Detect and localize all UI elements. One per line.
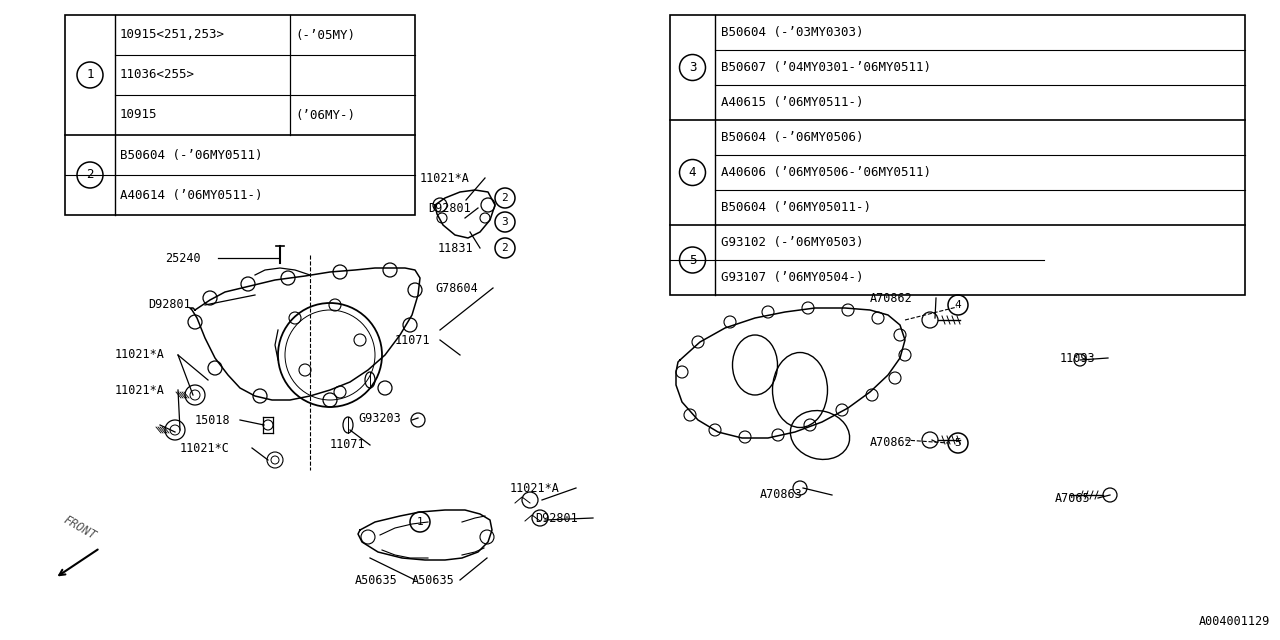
Text: B50604 (-’06MY0506): B50604 (-’06MY0506) bbox=[721, 131, 864, 144]
Text: 11071: 11071 bbox=[396, 333, 430, 346]
Text: 15018: 15018 bbox=[195, 413, 230, 426]
Text: 3: 3 bbox=[502, 217, 508, 227]
Text: FRONT: FRONT bbox=[61, 513, 99, 542]
Text: 11831: 11831 bbox=[438, 241, 474, 255]
Text: 10915: 10915 bbox=[120, 109, 157, 122]
Text: 1: 1 bbox=[416, 517, 424, 527]
Text: 11021*A: 11021*A bbox=[420, 172, 470, 184]
Text: A40615 (’06MY0511-): A40615 (’06MY0511-) bbox=[721, 96, 864, 109]
Text: 11021*A: 11021*A bbox=[115, 349, 165, 362]
Text: 11021*A: 11021*A bbox=[509, 481, 559, 495]
Text: 3: 3 bbox=[689, 61, 696, 74]
Text: 2: 2 bbox=[502, 243, 508, 253]
Text: B50604 (-’03MY0303): B50604 (-’03MY0303) bbox=[721, 26, 864, 39]
Text: G93102 (-’06MY0503): G93102 (-’06MY0503) bbox=[721, 236, 864, 249]
Text: B50607 (’04MY0301-’06MY0511): B50607 (’04MY0301-’06MY0511) bbox=[721, 61, 931, 74]
Text: 11021*A: 11021*A bbox=[115, 383, 165, 397]
Bar bbox=[669, 15, 1245, 295]
Text: D92801: D92801 bbox=[428, 202, 471, 214]
Text: 11093: 11093 bbox=[1060, 351, 1096, 365]
Text: (’06MY-): (’06MY-) bbox=[294, 109, 355, 122]
Text: 11036<255>: 11036<255> bbox=[120, 68, 195, 81]
Text: A40614 (’06MY0511-): A40614 (’06MY0511-) bbox=[120, 189, 262, 202]
Text: 1: 1 bbox=[86, 68, 93, 81]
Text: A004001129: A004001129 bbox=[1199, 615, 1270, 628]
Text: 11071: 11071 bbox=[330, 438, 366, 451]
Text: A70862: A70862 bbox=[870, 291, 913, 305]
Text: 5: 5 bbox=[955, 438, 961, 448]
Text: B50604 (’06MY05011-): B50604 (’06MY05011-) bbox=[721, 201, 870, 214]
Text: 2: 2 bbox=[502, 193, 508, 203]
Text: 2: 2 bbox=[86, 168, 93, 182]
Text: B50604 (-’06MY0511): B50604 (-’06MY0511) bbox=[120, 148, 262, 161]
Text: A50635: A50635 bbox=[355, 573, 398, 586]
Text: A7065: A7065 bbox=[1055, 492, 1091, 504]
Text: G93107 (’06MY0504-): G93107 (’06MY0504-) bbox=[721, 271, 864, 284]
Text: D92801: D92801 bbox=[535, 511, 577, 525]
Text: G78604: G78604 bbox=[435, 282, 477, 294]
Text: G93203: G93203 bbox=[358, 412, 401, 424]
Text: (-’05MY): (-’05MY) bbox=[294, 29, 355, 42]
Text: A50635: A50635 bbox=[412, 573, 454, 586]
Text: A70862: A70862 bbox=[870, 435, 913, 449]
Text: 25240: 25240 bbox=[165, 252, 201, 264]
Text: 4: 4 bbox=[689, 166, 696, 179]
Text: A70863: A70863 bbox=[760, 488, 803, 502]
Text: A40606 (’06MY0506-’06MY0511): A40606 (’06MY0506-’06MY0511) bbox=[721, 166, 931, 179]
Text: 10915<251,253>: 10915<251,253> bbox=[120, 29, 225, 42]
Text: 4: 4 bbox=[955, 300, 961, 310]
Text: 11021*C: 11021*C bbox=[180, 442, 230, 454]
Text: D92801: D92801 bbox=[148, 298, 191, 312]
Bar bbox=[65, 15, 415, 215]
Text: 5: 5 bbox=[689, 253, 696, 266]
